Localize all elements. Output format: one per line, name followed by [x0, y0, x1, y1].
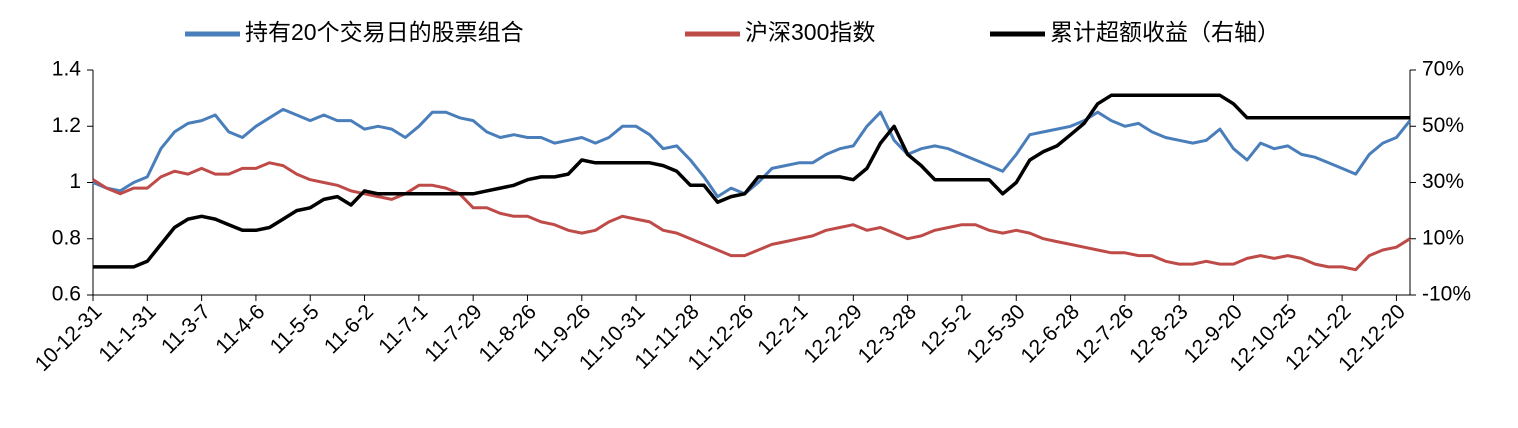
x-tick-label: 10-12-31 — [31, 300, 107, 376]
x-tick-label: 12-8-23 — [1125, 300, 1192, 367]
y2-tick-label: 50% — [1422, 114, 1464, 137]
legend-label: 累计超额收益（右轴） — [1050, 19, 1280, 45]
series-line — [92, 161, 1411, 272]
y-tick-label: 0.6 — [52, 283, 81, 306]
y2-tick-label: -10% — [1422, 283, 1471, 306]
series-line — [92, 107, 1412, 199]
y-tick-label: 0.8 — [52, 226, 81, 249]
y2-tick-label: 30% — [1422, 170, 1464, 193]
y2-tick-label: 10% — [1422, 226, 1464, 249]
x-tick-label: 12-6-28 — [1017, 300, 1084, 367]
x-tick-label: 11-3-7 — [157, 300, 215, 358]
x-tick-label: 12-7-26 — [1071, 300, 1138, 367]
x-tick-label: 12-3-28 — [854, 300, 921, 367]
x-tick-label: 11-4-6 — [211, 300, 269, 358]
x-tick-label: 11-6-2 — [320, 300, 378, 358]
x-tick-label: 11-5-5 — [266, 300, 324, 358]
series-line — [93, 93, 1410, 269]
x-tick-label: 12-5-30 — [962, 300, 1029, 367]
legend-label: 持有20个交易日的股票组合 — [245, 19, 524, 45]
x-tick-label: 11-1-31 — [94, 300, 160, 366]
x-tick-label: 12-2-29 — [799, 300, 866, 367]
legend-label: 沪深300指数 — [745, 19, 875, 45]
y2-tick-label: 70% — [1422, 58, 1464, 81]
y-tick-label: 1.4 — [52, 58, 82, 81]
y-tick-label: 1 — [69, 170, 81, 193]
x-tick-label: 11-7-29 — [420, 300, 486, 366]
y-tick-label: 1.2 — [52, 114, 81, 137]
x-tick-label: 11-8-26 — [475, 300, 541, 366]
